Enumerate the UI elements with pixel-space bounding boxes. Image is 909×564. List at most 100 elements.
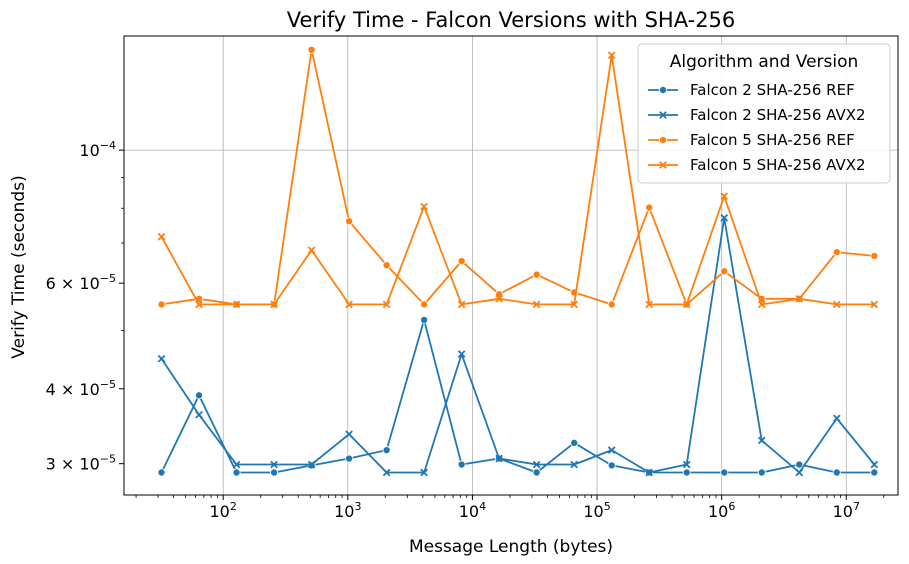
data-point [420,468,428,477]
data-point [720,468,729,477]
data-point [795,294,804,303]
data-point [870,460,879,469]
data-point [795,468,804,477]
x-tick-label: 102 [210,500,237,521]
data-point [832,248,841,257]
series-4 [157,51,879,309]
data-point [645,203,654,212]
data-point [832,300,841,309]
data-point [720,192,729,200]
data-point [757,436,766,445]
data-point [420,315,429,324]
data-point [720,267,729,276]
plot-frame [123,35,899,496]
data-point [870,468,879,477]
x-axis: 102 103 104 105 106 107 [210,495,860,521]
data-point [832,468,841,477]
data-point [195,410,203,419]
data-point [382,300,391,309]
data-point [345,300,353,309]
legend-marker [659,111,667,119]
data-point [345,430,353,438]
data-point [157,468,166,477]
x-tick-label: 104 [459,500,486,521]
data-point [345,454,354,463]
data-point [795,460,804,469]
data-point [607,461,616,470]
legend-label: Falcon 5 SHA-256 REF [690,131,855,149]
data-point [532,460,541,469]
data-point [232,460,241,469]
data-point [307,460,316,469]
data-point [607,51,616,60]
data-point [420,202,428,211]
chart-title: Verify Time - Falcon Versions with SHA-2… [287,8,736,32]
data-point [870,300,879,309]
data-point [757,300,766,309]
minor-ticks [121,177,885,498]
series-line [161,48,875,306]
legend-label: Falcon 2 SHA-256 AVX2 [690,106,866,124]
x-tick-label: 105 [583,500,610,521]
data-point [645,300,654,309]
data-point [607,300,616,309]
y-axis: 3 × 10−5 4 × 10−5 6 × 10−5 10−4 [46,139,124,474]
data-point [157,354,166,363]
data-point [682,460,691,469]
data-point [682,468,691,477]
data-point [382,446,391,455]
y-tick-label: 3 × 10−5 [46,453,116,474]
legend-marker [659,135,668,144]
legend-item: Falcon 5 SHA-256 AVX2 [648,156,866,174]
y-tick-label: 6 × 10−5 [46,272,116,293]
series-line [160,318,875,474]
legend-item: Falcon 5 SHA-256 REF [648,131,855,149]
series-line [160,216,875,474]
data-point [345,217,354,226]
data-point [195,300,203,309]
data-point [457,300,466,309]
series-2 [157,214,879,477]
y-tick-label: 10−4 [79,139,116,160]
data-point [757,468,766,477]
data-point [270,468,279,477]
data-point [195,391,204,400]
data-point [457,350,466,358]
data-point [420,300,429,309]
data-point [645,468,654,477]
legend-label: Falcon 5 SHA-256 AVX2 [690,156,866,174]
data-point [532,270,541,279]
x-axis-title: Message Length (bytes) [409,537,613,557]
data-point [570,300,579,309]
data-point [457,460,466,469]
data-point [570,460,579,469]
data-point [232,468,241,477]
data-point [382,468,391,477]
data-point [495,294,503,303]
data-point [532,468,541,477]
data-point [720,214,729,222]
x-tick-label: 103 [334,500,361,521]
data-point [870,251,879,260]
data-point [457,257,466,266]
data-point [607,446,616,454]
legend-item: Falcon 2 SHA-256 REF [648,81,855,99]
legend-label: Falcon 2 SHA-256 REF [690,81,855,99]
data-point [682,300,691,309]
data-point [307,45,316,54]
legend-box [637,43,891,184]
data-point [307,246,316,255]
data-point [232,300,241,309]
series-line [160,54,875,306]
x-tick-label: 106 [708,500,735,521]
data-point [157,300,166,309]
legend-title: Algorithm and Version [670,52,859,72]
data-point [532,300,541,309]
data-point [832,414,841,423]
series-1 [157,315,879,477]
data-point [382,261,391,270]
data-point [495,454,503,463]
legend: Algorithm and Version Falcon 2 SHA-256 R… [637,43,891,184]
data-point [157,232,166,241]
